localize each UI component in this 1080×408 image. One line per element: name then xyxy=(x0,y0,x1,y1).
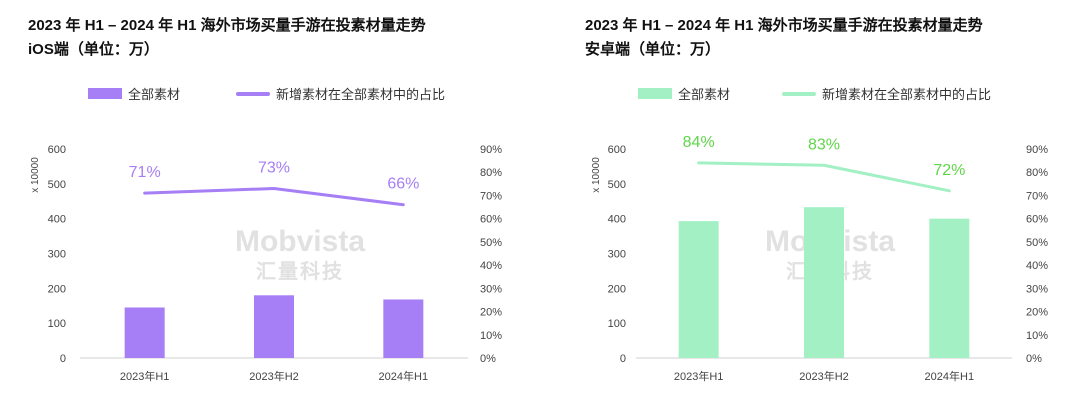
ios-x-tick-label: 2023年H1 xyxy=(120,369,170,383)
ios-y-left-tick: 600 xyxy=(48,144,66,156)
ios-y-right-tick: 80% xyxy=(480,167,502,179)
ios-title-line2: iOS端（单位：万） xyxy=(28,41,159,58)
android-legend-bar-swatch xyxy=(638,88,672,99)
android-legend-line-label: 新增素材在全部素材中的占比 xyxy=(822,87,992,102)
android-y-right-tick: 0% xyxy=(1026,353,1042,365)
android-y-right-tick: 30% xyxy=(1026,283,1048,295)
ios-y-right-tick: 40% xyxy=(480,260,502,272)
android-title-line1: 2023 年 H1 – 2024 年 H1 海外市场买量手游在投素材量走势 xyxy=(585,17,983,34)
ios-legend-line-item: 新增素材在全部素材中的占比 xyxy=(236,84,445,103)
ios-y-right-tick: 60% xyxy=(480,214,502,226)
ios-x-tick-label: 2024年H1 xyxy=(379,369,429,383)
android-title-line2: 安卓端（单位：万） xyxy=(585,41,721,58)
ios-bar xyxy=(254,295,294,358)
android-bar xyxy=(804,207,844,358)
ios-y-right-tick: 20% xyxy=(480,307,502,319)
android-y-right-tick: 10% xyxy=(1026,330,1048,342)
ios-legend-line-swatch xyxy=(236,91,270,96)
android-y-left-tick: 100 xyxy=(608,318,626,330)
android-y-unit-label: x 10000 xyxy=(591,157,602,193)
android-y-left-tick: 500 xyxy=(608,179,626,191)
ios-y-unit-label: x 10000 xyxy=(30,157,41,193)
ios-y-right-tick: 50% xyxy=(480,237,502,249)
ios-bar xyxy=(383,299,424,358)
ios-data-label: 66% xyxy=(387,176,419,193)
android-y-left-tick: 400 xyxy=(608,214,626,226)
ios-y-right-tick: 90% xyxy=(480,144,502,156)
android-x-tick-label: 2024年H1 xyxy=(925,369,975,383)
android-legend-line-swatch xyxy=(782,91,816,96)
ios-y-right-tick: 70% xyxy=(480,190,502,202)
android-data-label: 84% xyxy=(683,134,715,151)
ios-watermark-brand: Mobvista xyxy=(235,225,365,258)
ios-data-label: 71% xyxy=(129,164,161,181)
ios-watermark-brand-cn: 汇量科技 xyxy=(256,259,344,283)
ios-bar xyxy=(124,307,165,358)
android-legend-bar-item: 全部素材 xyxy=(638,84,730,103)
android-x-tick-label: 2023年H1 xyxy=(674,369,724,383)
ios-x-tick-label: 2023年H2 xyxy=(249,369,299,383)
android-data-label: 72% xyxy=(933,162,965,179)
android-bar xyxy=(678,221,719,358)
android-y-left-tick: 300 xyxy=(608,249,626,261)
android-y-right-tick: 90% xyxy=(1026,144,1048,156)
ios-legend-bar-item: 全部素材 xyxy=(88,84,180,103)
android-chart-panel: 2023 年 H1 – 2024 年 H1 海外市场买量手游在投素材量走势 安卓… xyxy=(540,0,1080,408)
ios-y-left-tick: 400 xyxy=(48,214,66,226)
ios-legend-bar-swatch xyxy=(88,88,122,99)
android-y-left-tick: 200 xyxy=(608,283,626,295)
android-x-tick-label: 2023年H2 xyxy=(799,369,849,383)
ios-ratio-line xyxy=(143,186,405,207)
android-bar xyxy=(929,218,970,358)
android-ratio-line xyxy=(697,161,951,193)
ios-y-left-tick: 0 xyxy=(60,353,66,365)
ios-y-left-tick: 300 xyxy=(48,249,66,261)
ios-y-left-tick: 100 xyxy=(48,318,66,330)
ios-title-line1: 2023 年 H1 – 2024 年 H1 海外市场买量手游在投素材量走势 xyxy=(28,17,426,34)
ios-y-right-tick: 30% xyxy=(480,283,502,295)
ios-y-left-tick: 500 xyxy=(48,179,66,191)
ios-legend-bar-label: 全部素材 xyxy=(128,87,181,102)
android-data-label: 83% xyxy=(808,136,840,153)
android-legend-line-item: 新增素材在全部素材中的占比 xyxy=(782,84,991,103)
ios-y-right-tick: 0% xyxy=(480,353,496,365)
android-y-right-tick: 60% xyxy=(1026,214,1048,226)
android-chart-svg: Mobvista汇量科技01002003004005006000%10%20%3… xyxy=(591,134,1048,383)
android-y-right-tick: 80% xyxy=(1026,167,1048,179)
android-y-left-tick: 0 xyxy=(620,353,626,365)
ios-chart-title: 2023 年 H1 – 2024 年 H1 海外市场买量手游在投素材量走势 iO… xyxy=(28,14,426,62)
ios-data-label: 73% xyxy=(258,159,290,176)
ios-chart-panel: 2023 年 H1 – 2024 年 H1 海外市场买量手游在投素材量走势 iO… xyxy=(28,14,502,383)
ios-y-left-tick: 200 xyxy=(48,283,66,295)
android-y-left-tick: 600 xyxy=(608,144,626,156)
android-y-right-tick: 20% xyxy=(1026,307,1048,319)
android-legend-bar-label: 全部素材 xyxy=(678,87,731,102)
ios-y-right-tick: 10% xyxy=(480,330,502,342)
android-y-right-tick: 70% xyxy=(1026,190,1048,202)
android-chart-title: 2023 年 H1 – 2024 年 H1 海外市场买量手游在投素材量走势 安卓… xyxy=(585,14,983,62)
android-y-right-tick: 40% xyxy=(1026,260,1048,272)
android-y-right-tick: 50% xyxy=(1026,237,1048,249)
ios-legend-line-label: 新增素材在全部素材中的占比 xyxy=(276,87,446,102)
